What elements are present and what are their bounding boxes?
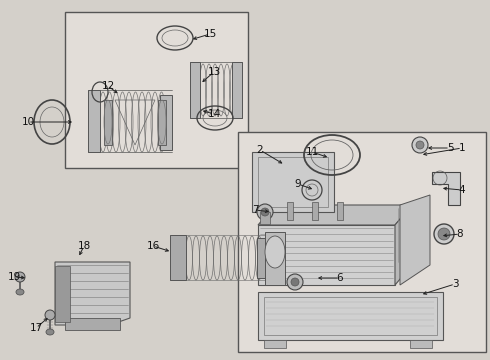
Text: 19: 19: [7, 272, 21, 282]
Ellipse shape: [438, 228, 450, 240]
Text: 16: 16: [147, 241, 160, 251]
Text: 6: 6: [337, 273, 343, 283]
Polygon shape: [170, 235, 186, 280]
Bar: [264, 340, 286, 348]
Bar: [337, 202, 343, 220]
Polygon shape: [55, 266, 70, 322]
Text: 1: 1: [459, 143, 466, 153]
Polygon shape: [158, 100, 166, 145]
Ellipse shape: [257, 204, 273, 220]
Polygon shape: [190, 62, 200, 118]
Ellipse shape: [434, 224, 454, 244]
Polygon shape: [88, 90, 100, 152]
Ellipse shape: [416, 141, 424, 149]
Polygon shape: [104, 100, 112, 145]
Bar: [312, 202, 318, 220]
Ellipse shape: [412, 137, 428, 153]
Polygon shape: [258, 205, 412, 225]
Ellipse shape: [16, 289, 24, 295]
Text: 14: 14: [207, 109, 220, 119]
Polygon shape: [395, 205, 412, 285]
Text: 12: 12: [101, 81, 115, 91]
Text: 13: 13: [207, 67, 220, 77]
Bar: [287, 202, 293, 220]
Polygon shape: [257, 238, 270, 278]
Bar: [238, 132, 486, 352]
Text: 3: 3: [452, 279, 458, 289]
Ellipse shape: [15, 272, 25, 282]
Text: 5: 5: [447, 143, 453, 153]
Text: 11: 11: [305, 147, 318, 157]
Bar: [260, 212, 270, 224]
Polygon shape: [432, 172, 460, 205]
Text: 8: 8: [457, 229, 464, 239]
Bar: [410, 340, 432, 348]
Ellipse shape: [261, 208, 269, 216]
Polygon shape: [265, 232, 285, 285]
Polygon shape: [258, 225, 395, 285]
Bar: [252, 152, 334, 212]
Text: 15: 15: [203, 29, 217, 39]
Ellipse shape: [291, 278, 299, 286]
Text: 2: 2: [257, 145, 263, 155]
Bar: [65, 12, 248, 168]
Text: 17: 17: [29, 323, 43, 333]
Ellipse shape: [46, 329, 54, 335]
Polygon shape: [232, 62, 242, 118]
Ellipse shape: [265, 236, 285, 268]
Text: 4: 4: [459, 185, 466, 195]
Text: 7: 7: [252, 205, 258, 215]
Text: 10: 10: [22, 117, 35, 127]
Text: 9: 9: [294, 179, 301, 189]
Ellipse shape: [287, 274, 303, 290]
Polygon shape: [65, 318, 120, 330]
Bar: [258, 292, 443, 340]
Polygon shape: [160, 95, 172, 150]
Bar: [258, 157, 328, 207]
Polygon shape: [55, 262, 130, 325]
Polygon shape: [400, 195, 430, 285]
Bar: [264, 297, 437, 335]
Text: 18: 18: [77, 241, 91, 251]
Ellipse shape: [45, 310, 55, 320]
